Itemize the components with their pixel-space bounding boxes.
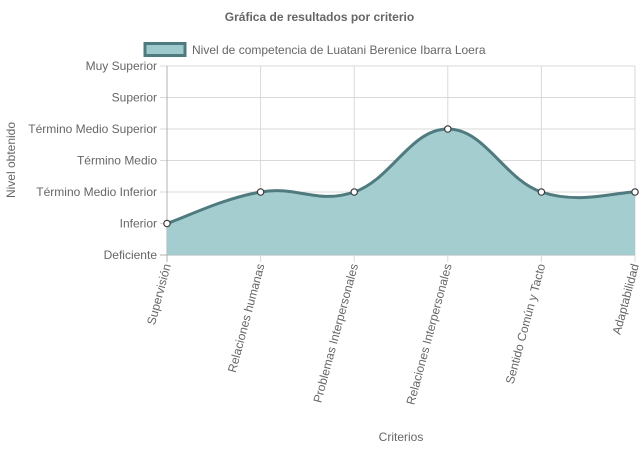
y-tick-label: Término Medio xyxy=(77,154,157,168)
chart-title: Gráfica de resultados por criterio xyxy=(225,10,414,24)
x-tick-label: Problemas Interpersonales xyxy=(310,262,361,404)
legend[interactable]: Nivel de competencia de Luatani Berenice… xyxy=(143,42,486,57)
x-tick-label: Supervisión xyxy=(144,262,174,326)
data-point[interactable] xyxy=(443,125,452,133)
x-axis-ticks: Supervisión Relaciones humanas Problemas I… xyxy=(144,262,639,406)
data-point[interactable] xyxy=(631,188,639,196)
y-tick-label: Superior xyxy=(112,91,157,105)
y-tick-label: Inferior xyxy=(120,217,157,231)
data-point[interactable] xyxy=(163,219,171,228)
y-axis-ticks: Deficiente Inferior Término Medio Inferior… xyxy=(28,59,157,262)
x-tick-label: Relaciones Interpersonales xyxy=(404,262,455,406)
series-fill xyxy=(167,129,635,255)
y-tick-label: Deficiente xyxy=(104,248,158,262)
legend-label: Nivel de competencia de Luatani Berenice… xyxy=(192,43,486,57)
data-point[interactable] xyxy=(256,188,265,196)
data-point[interactable] xyxy=(537,188,546,196)
data-point[interactable] xyxy=(350,188,359,196)
legend-swatch xyxy=(143,42,187,57)
y-tick-label: Muy Superior xyxy=(86,59,157,73)
x-axis-title: Criterios xyxy=(379,430,424,444)
x-tick-label: Sentido Común y Tacto xyxy=(503,262,549,386)
x-tick-label: Adaptabilidad xyxy=(610,262,639,336)
y-axis-title: Nivel obtenido xyxy=(4,122,18,198)
y-tick-label: Término Medio Inferior xyxy=(36,185,157,199)
data-points xyxy=(163,125,639,228)
x-tick-label: Relaciones humanas xyxy=(225,262,268,374)
y-tick-label: Término Medio Superior xyxy=(28,122,157,136)
